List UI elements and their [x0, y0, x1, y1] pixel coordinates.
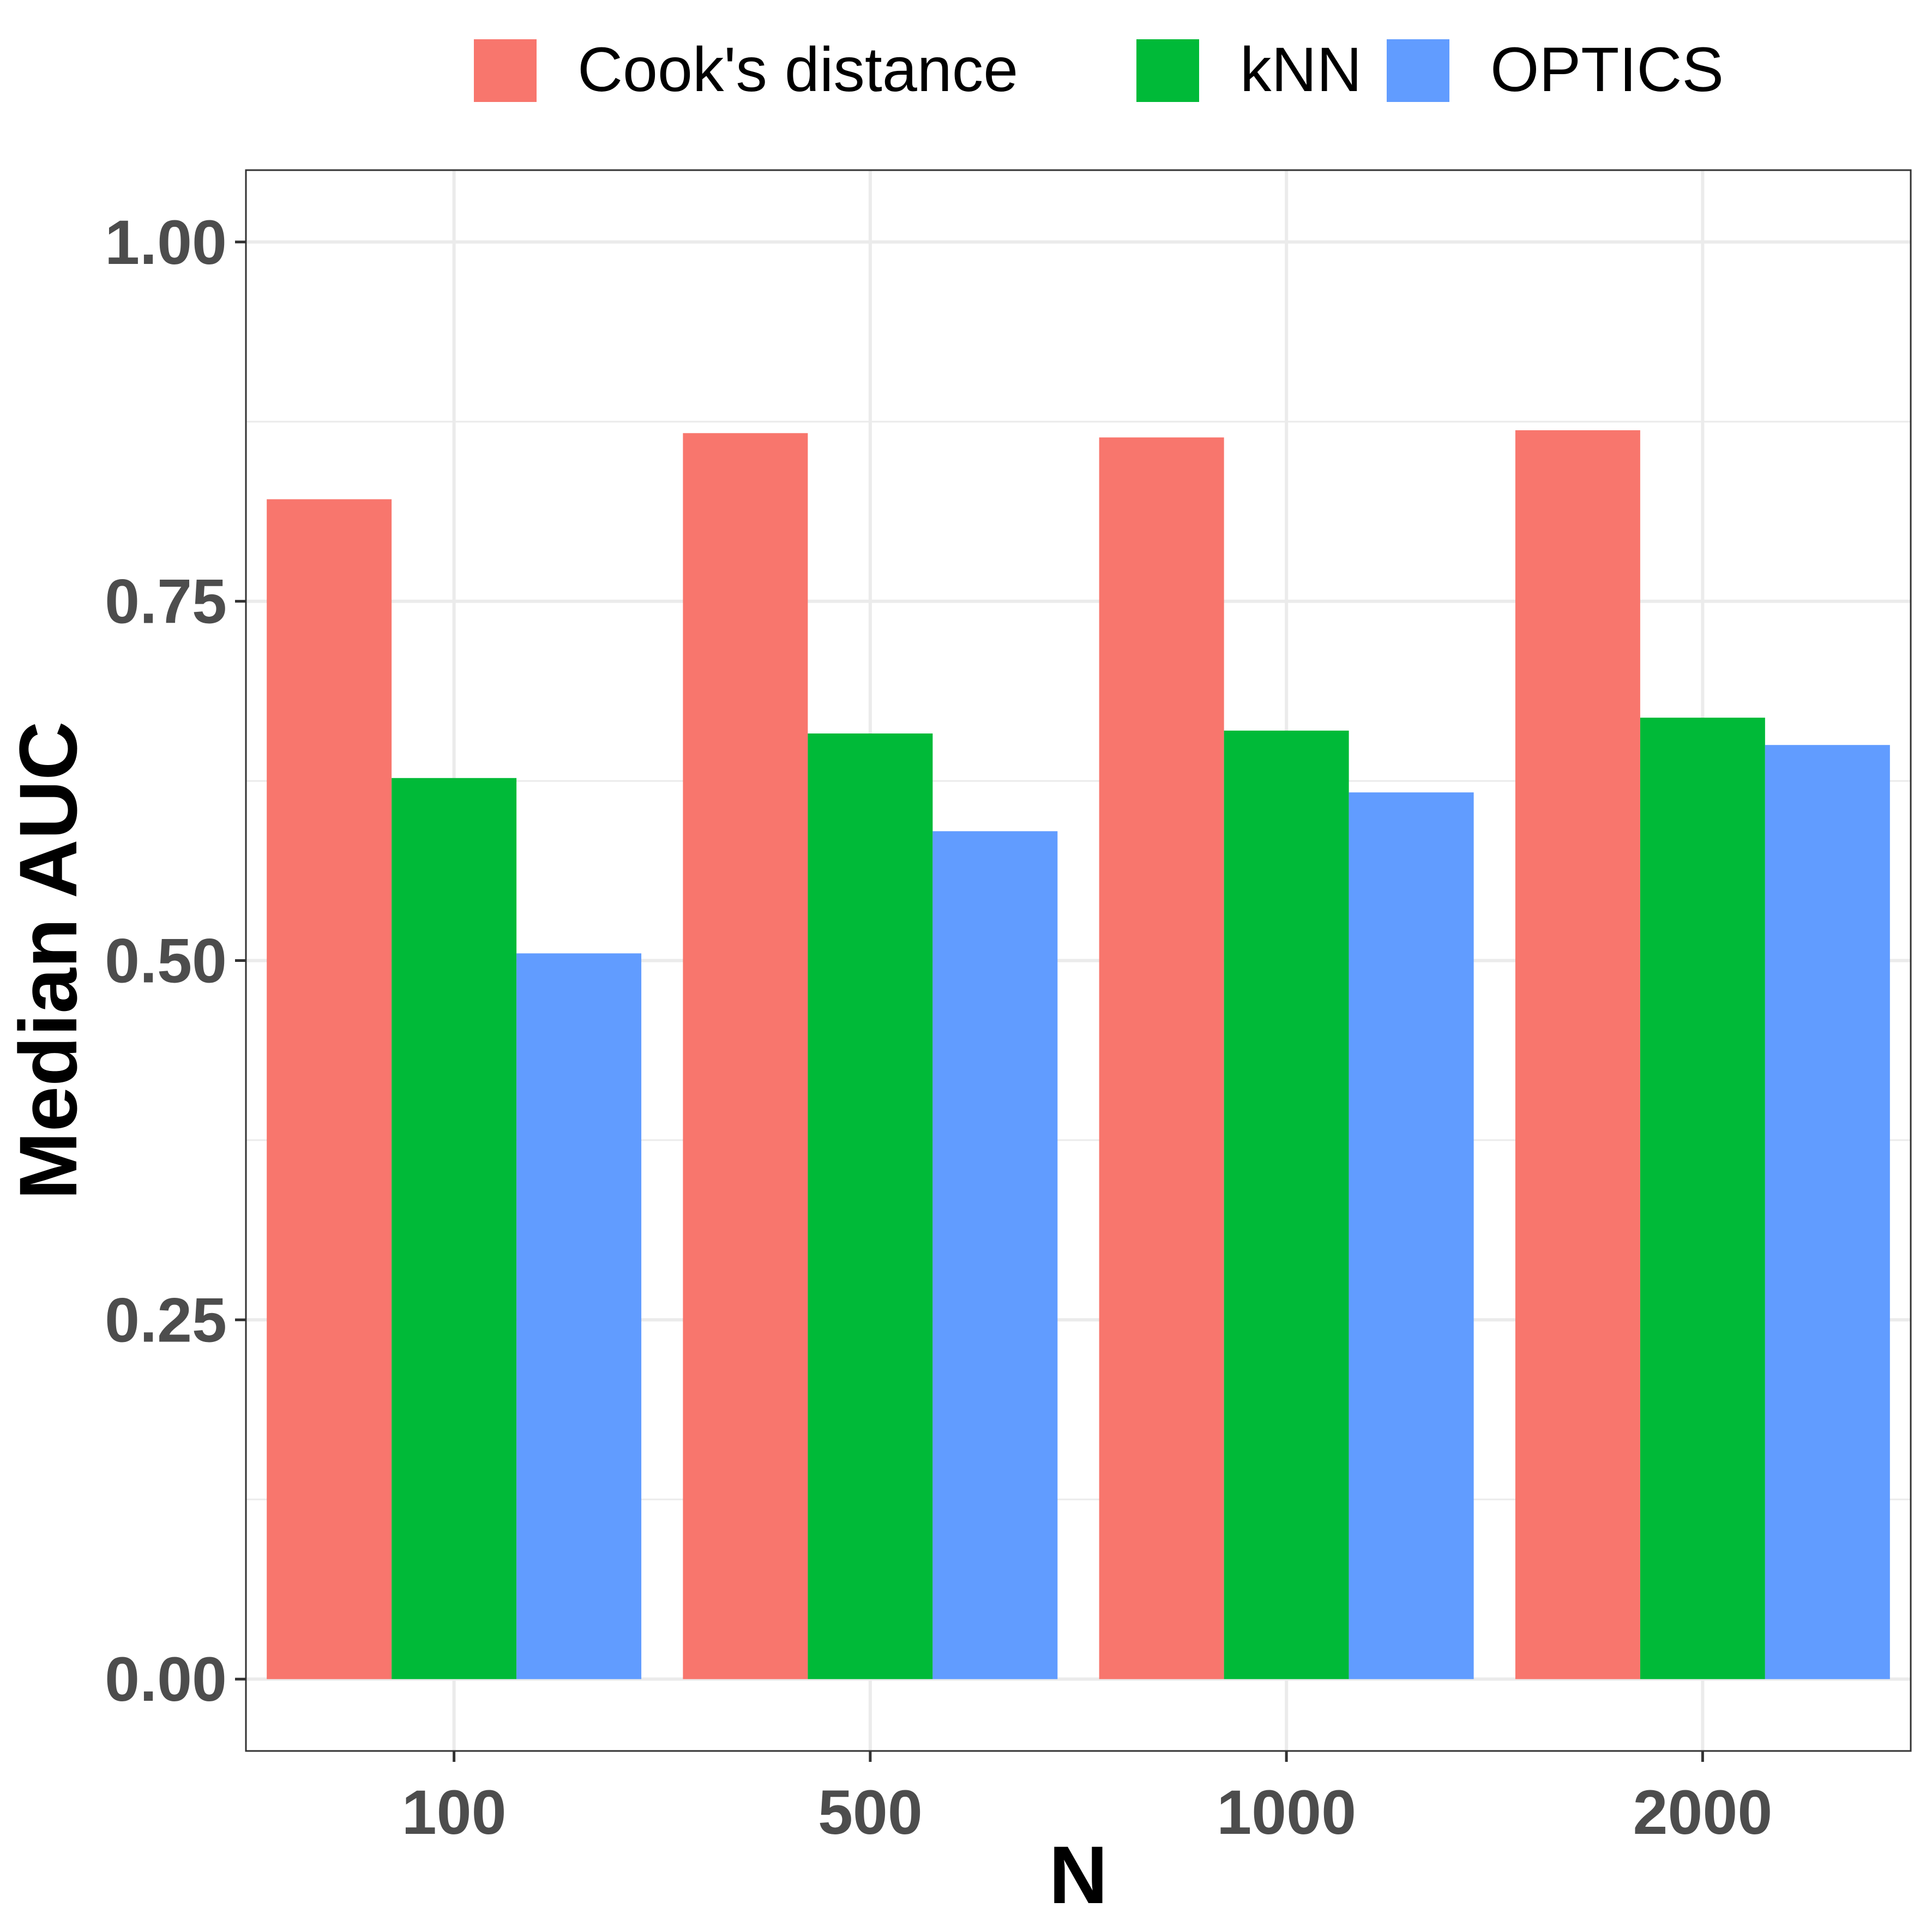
- y-tick-label: 0.75: [105, 567, 227, 637]
- bar: [1099, 437, 1224, 1680]
- legend-key: [474, 39, 537, 102]
- y-tick-label: 0.50: [105, 926, 227, 996]
- y-tick-label: 0.25: [105, 1285, 227, 1355]
- legend-label: Cook's distance: [577, 35, 1018, 105]
- bars: [267, 430, 1890, 1680]
- bar: [267, 499, 392, 1680]
- bar: [1515, 430, 1640, 1680]
- bar: [392, 778, 517, 1680]
- bar: [808, 733, 933, 1680]
- bar: [683, 433, 808, 1680]
- y-tick-label: 1.00: [105, 208, 227, 278]
- y-axis-title: Median AUC: [2, 721, 94, 1200]
- legend-key: [1136, 39, 1199, 102]
- bar: [1224, 730, 1349, 1680]
- legend: Cook's distance kNN OPTICS: [474, 35, 1724, 105]
- x-tick-label: 100: [402, 1778, 507, 1847]
- x-tick-label: 2000: [1633, 1778, 1772, 1847]
- legend-label: kNN: [1240, 35, 1362, 105]
- bar: [932, 831, 1058, 1680]
- axes: 0.00 0.25 0.50 0.75 1.00 100 500 1000 2000: [105, 208, 1772, 1847]
- bar: [1349, 792, 1474, 1680]
- bar: [1640, 718, 1765, 1680]
- legend-key: [1387, 39, 1449, 102]
- x-axis-title: N: [1049, 1829, 1108, 1921]
- y-tick-label: 0.00: [105, 1645, 227, 1714]
- bar: [516, 953, 642, 1680]
- x-tick-label: 1000: [1217, 1778, 1356, 1847]
- bar: [1765, 745, 1890, 1680]
- legend-label: OPTICS: [1490, 35, 1724, 105]
- x-tick-label: 500: [818, 1778, 923, 1847]
